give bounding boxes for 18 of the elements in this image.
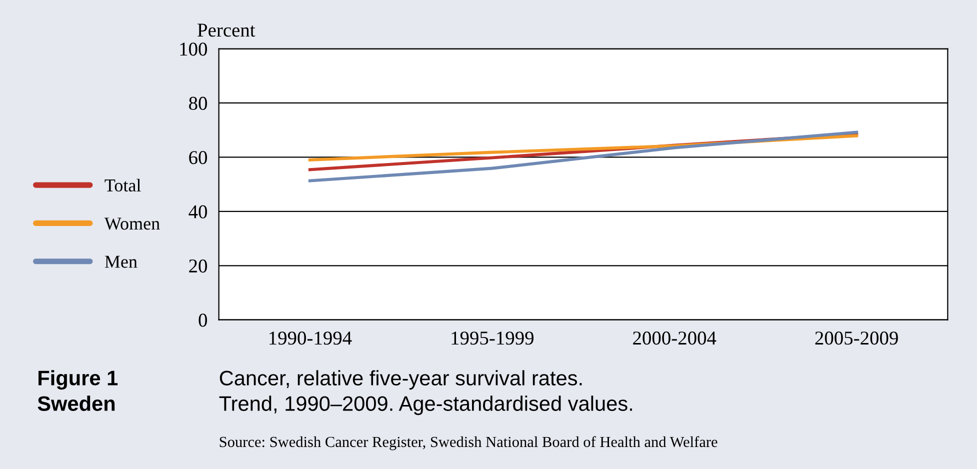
x-tick-label: 1995-1999 bbox=[452, 332, 534, 345]
legend-label: Men bbox=[104, 256, 138, 268]
y-tick-label: 20 bbox=[189, 259, 207, 273]
y-tick-label: 80 bbox=[189, 96, 207, 110]
y-axis-title: Percent bbox=[198, 24, 256, 37]
legend-label: Women bbox=[104, 218, 160, 230]
line-series bbox=[308, 130, 858, 182]
legend-label: Total bbox=[104, 178, 141, 192]
y-tick-label: 40 bbox=[188, 205, 207, 218]
y-tick-label: 60 bbox=[189, 151, 207, 164]
y-tick-label: 0 bbox=[198, 314, 207, 327]
y-tick-label: 100 bbox=[180, 42, 207, 56]
x-tick-label: 2000-2004 bbox=[633, 332, 716, 345]
text: Cancer, relative five-year survival rates. Trend, 1990–2009. Age-standardised values. bbox=[219, 370, 632, 416]
x-tick-label: 2005-2009 bbox=[815, 332, 898, 345]
x-tick-label: 1990-1994 bbox=[270, 332, 352, 345]
source-note: Source: Swedish Cancer Register, Swedish National Board of Health and Welfare bbox=[220, 436, 718, 450]
text: Figure 1 Sweden bbox=[38, 370, 118, 411]
